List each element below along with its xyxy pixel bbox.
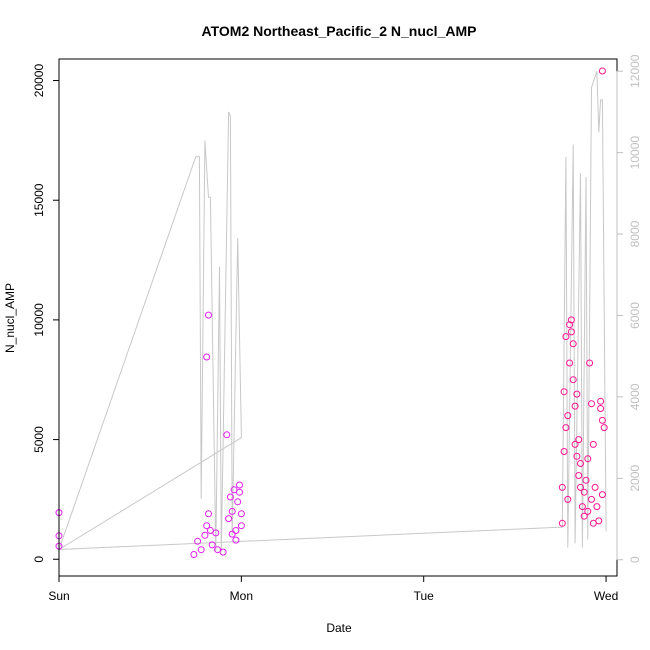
- data-point: [223, 431, 231, 439]
- points-layer: [55, 67, 608, 558]
- x-tick-label: Sun: [48, 589, 69, 603]
- data-point: [580, 488, 588, 496]
- chart-title: ATOM2 Northeast_Pacific_2 N_nucl_AMP: [202, 23, 477, 39]
- data-point: [597, 405, 605, 412]
- data-point: [236, 481, 243, 489]
- data-point: [569, 340, 577, 348]
- x-axis-label: Date: [326, 621, 352, 635]
- data-point: [228, 507, 236, 515]
- data-point: [593, 503, 601, 511]
- data-point: [228, 530, 236, 538]
- data-point: [567, 328, 575, 336]
- data-point: [588, 495, 595, 503]
- y-tick-label: 5000: [32, 426, 46, 453]
- data-point: [201, 531, 209, 539]
- y-axis-label: N_nucl_AMP: [3, 283, 17, 353]
- x-tick-label: Mon: [230, 589, 253, 603]
- data-point: [205, 510, 212, 518]
- data-point: [236, 488, 243, 496]
- data-point: [562, 424, 570, 432]
- y2-tick-label: 8000: [628, 220, 642, 247]
- data-point: [190, 551, 198, 558]
- y-tick-label: 10000: [32, 303, 46, 337]
- data-point: [573, 390, 581, 398]
- data-point: [203, 353, 211, 361]
- data-point: [558, 483, 566, 491]
- data-point: [580, 512, 588, 520]
- data-point: [205, 311, 212, 319]
- y-tick-label: 20000: [32, 64, 46, 98]
- right-y-axis: 0 2000 4000 6000 8000 10000 12000: [616, 54, 642, 563]
- y-tick-label: 15000: [32, 183, 46, 217]
- x-tick-label: Wed: [594, 589, 618, 603]
- x-axis: Sun Mon Tue Wed: [48, 575, 618, 603]
- data-point: [194, 537, 202, 545]
- data-point: [577, 460, 584, 467]
- x-tick-label: Tue: [414, 589, 435, 603]
- data-point: [597, 397, 605, 405]
- y2-tick-label: 6000: [628, 302, 642, 329]
- data-point: [584, 455, 592, 463]
- data-point: [595, 517, 603, 525]
- data-point: [577, 483, 584, 491]
- data-point: [212, 529, 220, 537]
- data-point: [234, 498, 242, 506]
- data-point: [571, 402, 579, 410]
- series-line: [57, 71, 607, 552]
- data-point: [575, 436, 583, 444]
- y2-tick-label: 12000: [628, 54, 642, 88]
- data-point: [562, 333, 570, 341]
- data-point: [564, 495, 572, 503]
- data-point: [560, 448, 568, 455]
- data-point: [582, 476, 590, 484]
- y2-tick-label: 2000: [628, 465, 642, 492]
- data-point: [589, 440, 597, 448]
- data-point: [237, 510, 245, 518]
- data-point: [569, 376, 577, 384]
- y2-tick-label: 0: [628, 556, 642, 563]
- data-point: [591, 483, 599, 491]
- data-point: [598, 416, 606, 424]
- data-point: [564, 412, 572, 420]
- data-point: [226, 493, 234, 501]
- y2-tick-label: 10000: [628, 136, 642, 170]
- data-point: [203, 522, 211, 530]
- data-point: [567, 316, 575, 324]
- y-axis: 0 5000 10000 15000 20000: [32, 64, 60, 563]
- data-point: [598, 67, 606, 75]
- data-point: [208, 541, 216, 549]
- data-point: [225, 515, 233, 523]
- data-point: [598, 491, 606, 499]
- data-point: [575, 472, 583, 479]
- data-point: [566, 359, 574, 367]
- data-point: [573, 452, 581, 460]
- y-tick-label: 0: [32, 556, 46, 563]
- y2-tick-label: 4000: [628, 383, 642, 410]
- data-point: [588, 400, 595, 408]
- data-point: [232, 527, 240, 534]
- data-point: [219, 548, 227, 556]
- data-point: [571, 440, 579, 448]
- data-point: [586, 359, 594, 367]
- line-layer: [57, 71, 607, 552]
- data-point: [237, 522, 245, 530]
- data-point: [560, 388, 568, 396]
- data-point: [578, 503, 586, 511]
- data-point: [600, 424, 608, 432]
- data-point: [232, 536, 240, 544]
- data-point: [197, 546, 205, 554]
- data-point: [584, 507, 592, 515]
- data-point: [558, 519, 566, 527]
- data-point: [566, 321, 574, 329]
